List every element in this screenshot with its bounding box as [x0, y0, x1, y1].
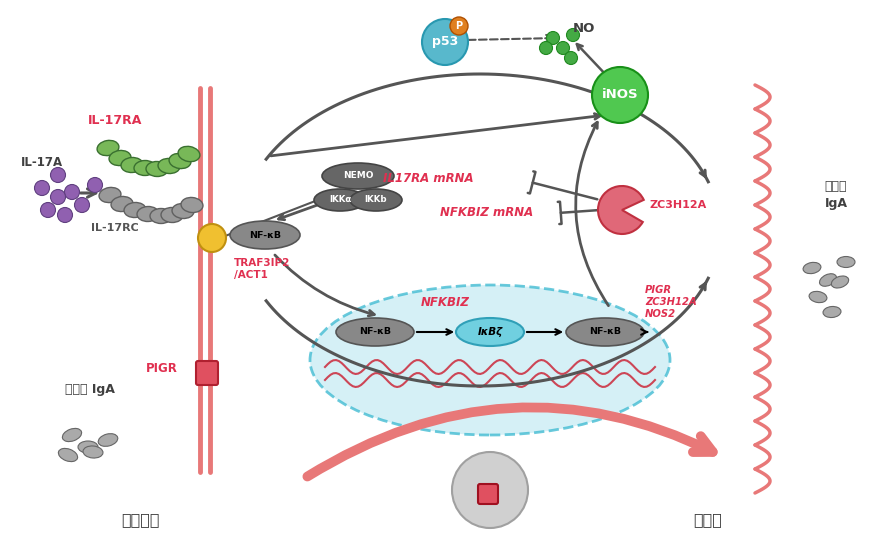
Circle shape: [540, 41, 553, 55]
Ellipse shape: [150, 208, 172, 224]
FancyBboxPatch shape: [196, 361, 218, 385]
Circle shape: [422, 19, 468, 65]
Circle shape: [34, 181, 50, 196]
Ellipse shape: [803, 262, 821, 274]
Ellipse shape: [230, 221, 300, 249]
Ellipse shape: [97, 141, 119, 155]
Ellipse shape: [59, 449, 78, 462]
Text: NO: NO: [573, 21, 596, 35]
Ellipse shape: [137, 207, 159, 222]
Ellipse shape: [146, 161, 168, 176]
Text: 分泌型
IgA: 分泌型 IgA: [824, 180, 847, 210]
Text: 基底膜侧: 基底膜侧: [121, 512, 159, 527]
Ellipse shape: [178, 147, 200, 161]
Ellipse shape: [99, 187, 121, 203]
Text: PIGR
ZC3H12A
NOS2: PIGR ZC3H12A NOS2: [645, 285, 696, 320]
Text: IL-17RA: IL-17RA: [88, 114, 142, 127]
Circle shape: [51, 190, 66, 204]
Text: IL-17A: IL-17A: [21, 155, 63, 169]
Circle shape: [58, 208, 73, 223]
Ellipse shape: [111, 197, 133, 212]
Ellipse shape: [109, 150, 131, 165]
Text: IL-17RC: IL-17RC: [91, 223, 139, 233]
Ellipse shape: [161, 208, 183, 223]
Text: NF-κB: NF-κB: [589, 327, 621, 337]
Text: 管腔侧: 管腔侧: [694, 512, 723, 527]
Ellipse shape: [124, 202, 146, 218]
Text: p53: p53: [432, 35, 458, 48]
Ellipse shape: [158, 159, 180, 174]
Circle shape: [51, 168, 66, 182]
Ellipse shape: [823, 306, 841, 317]
Ellipse shape: [169, 153, 191, 169]
Ellipse shape: [314, 189, 366, 211]
Circle shape: [547, 31, 560, 45]
Ellipse shape: [83, 446, 103, 458]
Text: NF-κB: NF-κB: [249, 230, 281, 240]
Ellipse shape: [172, 203, 194, 219]
Text: P: P: [456, 21, 463, 31]
Text: iNOS: iNOS: [602, 89, 639, 101]
Text: 二聚体 IgA: 二聚体 IgA: [65, 383, 115, 397]
Text: IκBζ: IκBζ: [477, 327, 503, 337]
Ellipse shape: [310, 285, 670, 435]
Text: PIGR: PIGR: [146, 361, 178, 375]
Text: IKKα: IKKα: [328, 196, 351, 204]
Circle shape: [198, 224, 226, 252]
Circle shape: [65, 185, 80, 199]
Text: NF-κB: NF-κB: [359, 327, 391, 337]
Text: IKKb: IKKb: [364, 196, 387, 204]
Circle shape: [567, 29, 580, 41]
Circle shape: [556, 41, 569, 55]
Text: ZC3H12A: ZC3H12A: [650, 200, 707, 210]
Ellipse shape: [121, 158, 143, 172]
Ellipse shape: [62, 429, 81, 441]
Ellipse shape: [809, 291, 827, 302]
Circle shape: [450, 17, 468, 35]
Ellipse shape: [322, 163, 394, 189]
Ellipse shape: [350, 189, 402, 211]
Text: NFKBIZ mRNA: NFKBIZ mRNA: [441, 206, 533, 219]
Ellipse shape: [181, 197, 203, 213]
Circle shape: [564, 51, 577, 64]
Ellipse shape: [336, 318, 414, 346]
Text: NEMO: NEMO: [343, 171, 373, 181]
Ellipse shape: [456, 318, 524, 346]
Text: TRAF3IP2
/ACT1: TRAF3IP2 /ACT1: [234, 258, 290, 279]
Text: NFKBIZ: NFKBIZ: [420, 295, 470, 309]
Circle shape: [40, 203, 55, 218]
Ellipse shape: [820, 274, 837, 287]
Ellipse shape: [78, 441, 98, 453]
Circle shape: [74, 197, 89, 213]
Ellipse shape: [98, 434, 117, 446]
Circle shape: [452, 452, 528, 528]
FancyBboxPatch shape: [478, 484, 498, 504]
Ellipse shape: [837, 257, 855, 267]
Wedge shape: [598, 186, 644, 234]
Ellipse shape: [134, 160, 156, 176]
Circle shape: [592, 67, 648, 123]
Text: IL17RA mRNA: IL17RA mRNA: [383, 171, 473, 185]
Ellipse shape: [566, 318, 644, 346]
Ellipse shape: [831, 276, 849, 288]
Circle shape: [88, 177, 102, 192]
